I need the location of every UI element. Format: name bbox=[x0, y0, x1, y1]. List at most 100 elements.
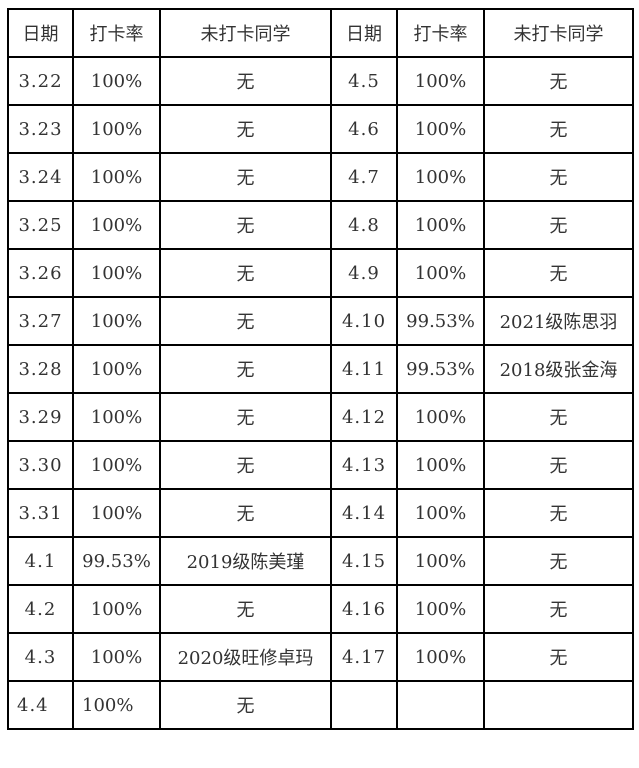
table-row: 3.22 100% 无 4.5 100% 无 bbox=[7, 56, 634, 106]
header-rate: 打卡率 bbox=[396, 8, 485, 58]
rate-cell: 100% bbox=[396, 632, 485, 682]
rate-cell: 100% bbox=[72, 200, 161, 250]
date-cell: 4.2 bbox=[7, 584, 74, 634]
absent-cell: 无 bbox=[159, 392, 332, 442]
rate-cell: 100% bbox=[396, 392, 485, 442]
table-row: 3.23 100% 无 4.6 100% 无 bbox=[7, 104, 634, 154]
date-cell: 4.4 bbox=[7, 680, 74, 730]
rate-cell: 100% bbox=[72, 104, 161, 154]
rate-cell: 100% bbox=[72, 248, 161, 298]
absent-cell: 无 bbox=[159, 296, 332, 346]
rate-cell: 100% bbox=[72, 296, 161, 346]
date-cell: 3.31 bbox=[7, 488, 74, 538]
absent-cell: 2018级张金海 bbox=[483, 344, 634, 394]
date-cell: 4.15 bbox=[330, 536, 398, 586]
rate-cell: 100% bbox=[396, 536, 485, 586]
absent-cell: 无 bbox=[159, 584, 332, 634]
absent-cell: 无 bbox=[483, 584, 634, 634]
absent-cell: 无 bbox=[483, 248, 634, 298]
table-row: 3.31 100% 无 4.14 100% 无 bbox=[7, 488, 634, 538]
absent-cell: 无 bbox=[159, 344, 332, 394]
absent-cell: 无 bbox=[159, 104, 332, 154]
header-absent: 未打卡同学 bbox=[483, 8, 634, 58]
absent-cell: 2020级旺修卓玛 bbox=[159, 632, 332, 682]
rate-cell: 100% bbox=[72, 440, 161, 490]
header-date: 日期 bbox=[330, 8, 398, 58]
absent-cell: 无 bbox=[159, 488, 332, 538]
rate-cell: 100% bbox=[72, 632, 161, 682]
attendance-table: 日期 打卡率 未打卡同学 日期 打卡率 未打卡同学 3.22 100% 无 4.5 10… bbox=[7, 8, 634, 730]
absent-cell bbox=[483, 680, 634, 730]
date-cell: 3.30 bbox=[7, 440, 74, 490]
absent-cell: 无 bbox=[483, 200, 634, 250]
rate-cell: 100% bbox=[72, 392, 161, 442]
absent-cell: 无 bbox=[483, 488, 634, 538]
date-cell: 3.29 bbox=[7, 392, 74, 442]
rate-cell: 100% bbox=[396, 104, 485, 154]
absent-cell: 无 bbox=[159, 248, 332, 298]
rate-cell: 100% bbox=[72, 56, 161, 106]
absent-cell: 无 bbox=[483, 440, 634, 490]
table-row: 3.28 100% 无 4.11 99.53% 2018级张金海 bbox=[7, 344, 634, 394]
date-cell: 4.5 bbox=[330, 56, 398, 106]
date-cell: 4.7 bbox=[330, 152, 398, 202]
absent-cell: 无 bbox=[483, 392, 634, 442]
table-row: 3.25 100% 无 4.8 100% 无 bbox=[7, 200, 634, 250]
absent-cell: 无 bbox=[159, 440, 332, 490]
rate-cell: 100% bbox=[396, 248, 485, 298]
rate-cell: 100% bbox=[72, 584, 161, 634]
table-row: 4.3 100% 2020级旺修卓玛 4.17 100% 无 bbox=[7, 632, 634, 682]
rate-cell bbox=[396, 680, 485, 730]
absent-cell: 无 bbox=[483, 104, 634, 154]
date-cell: 4.1 bbox=[7, 536, 74, 586]
rate-cell: 100% bbox=[72, 680, 161, 730]
header-absent: 未打卡同学 bbox=[159, 8, 332, 58]
absent-cell: 无 bbox=[483, 632, 634, 682]
table-row: 4.1 99.53% 2019级陈美瑾 4.15 100% 无 bbox=[7, 536, 634, 586]
rate-cell: 99.53% bbox=[396, 344, 485, 394]
absent-cell: 2019级陈美瑾 bbox=[159, 536, 332, 586]
absent-cell: 无 bbox=[483, 152, 634, 202]
date-cell: 3.26 bbox=[7, 248, 74, 298]
rate-cell: 100% bbox=[396, 584, 485, 634]
rate-cell: 100% bbox=[396, 152, 485, 202]
absent-cell: 2021级陈思羽 bbox=[483, 296, 634, 346]
header-date: 日期 bbox=[7, 8, 74, 58]
date-cell: 4.10 bbox=[330, 296, 398, 346]
table-row: 4.4 100% 无 bbox=[7, 680, 634, 730]
date-cell: 3.28 bbox=[7, 344, 74, 394]
rate-cell: 100% bbox=[396, 56, 485, 106]
table-row: 3.27 100% 无 4.10 99.53% 2021级陈思羽 bbox=[7, 296, 634, 346]
header-rate: 打卡率 bbox=[72, 8, 161, 58]
date-cell: 4.6 bbox=[330, 104, 398, 154]
date-cell: 4.8 bbox=[330, 200, 398, 250]
date-cell: 4.16 bbox=[330, 584, 398, 634]
rate-cell: 100% bbox=[396, 440, 485, 490]
table-row: 3.24 100% 无 4.7 100% 无 bbox=[7, 152, 634, 202]
date-cell: 3.27 bbox=[7, 296, 74, 346]
rate-cell: 99.53% bbox=[396, 296, 485, 346]
absent-cell: 无 bbox=[483, 536, 634, 586]
date-cell: 4.11 bbox=[330, 344, 398, 394]
absent-cell: 无 bbox=[483, 56, 634, 106]
rate-cell: 100% bbox=[72, 488, 161, 538]
rate-cell: 100% bbox=[396, 200, 485, 250]
table-row: 3.29 100% 无 4.12 100% 无 bbox=[7, 392, 634, 442]
table-row: 3.30 100% 无 4.13 100% 无 bbox=[7, 440, 634, 490]
date-cell: 4.3 bbox=[7, 632, 74, 682]
absent-cell: 无 bbox=[159, 152, 332, 202]
rate-cell: 100% bbox=[396, 488, 485, 538]
header-row: 日期 打卡率 未打卡同学 日期 打卡率 未打卡同学 bbox=[7, 8, 634, 58]
date-cell bbox=[330, 680, 398, 730]
date-cell: 4.12 bbox=[330, 392, 398, 442]
date-cell: 4.13 bbox=[330, 440, 398, 490]
absent-cell: 无 bbox=[159, 680, 332, 730]
date-cell: 4.14 bbox=[330, 488, 398, 538]
absent-cell: 无 bbox=[159, 56, 332, 106]
date-cell: 3.22 bbox=[7, 56, 74, 106]
rate-cell: 100% bbox=[72, 152, 161, 202]
date-cell: 3.24 bbox=[7, 152, 74, 202]
absent-cell: 无 bbox=[159, 200, 332, 250]
rate-cell: 99.53% bbox=[72, 536, 161, 586]
table-row: 3.26 100% 无 4.9 100% 无 bbox=[7, 248, 634, 298]
